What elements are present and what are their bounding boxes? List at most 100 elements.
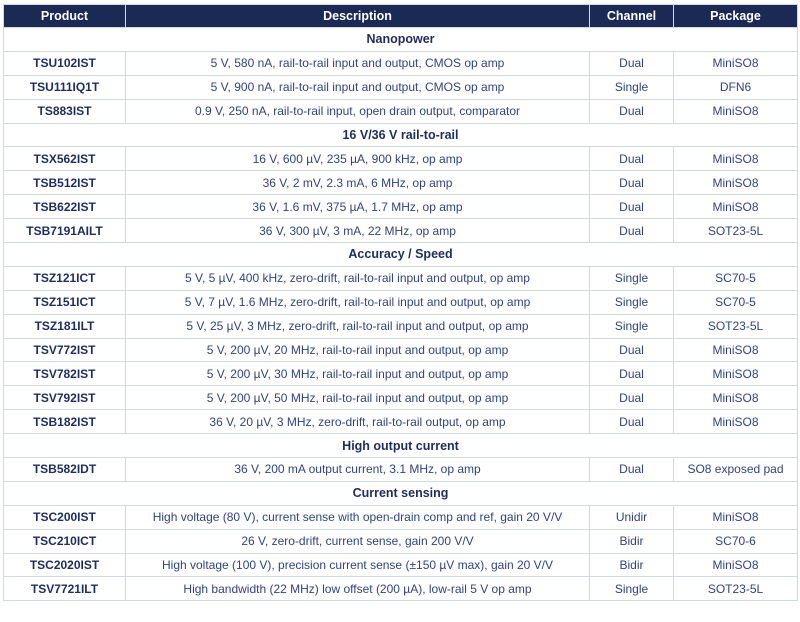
channel-cell: Dual bbox=[589, 361, 674, 387]
section-row: Current sensing bbox=[3, 480, 798, 506]
product-cell: TSC210ICT bbox=[3, 528, 126, 554]
channel-cell: Dual bbox=[589, 457, 674, 482]
table-row: TSB7191AILT 36 V, 300 µV, 3 mA, 22 MHz, o… bbox=[3, 218, 798, 244]
package-cell: SC70-6 bbox=[673, 528, 798, 554]
product-cell: TSZ151ICT bbox=[3, 289, 126, 315]
package-cell: MiniSO8 bbox=[673, 194, 798, 220]
description-cell: 36 V, 1.6 mV, 375 µA, 1.7 MHz, op amp bbox=[125, 194, 590, 220]
table-row: TSV782IST 5 V, 200 µV, 30 MHz, rail-to-ra… bbox=[3, 361, 798, 387]
table-row: TSC200IST High voltage (80 V), current se… bbox=[3, 504, 798, 530]
package-cell: MiniSO8 bbox=[673, 552, 798, 578]
channel-cell: Dual bbox=[589, 194, 674, 220]
description-cell: 26 V, zero-drift, current sense, gain 20… bbox=[125, 528, 590, 554]
description-cell: High bandwidth (22 MHz) low offset (200 … bbox=[125, 576, 590, 602]
product-cell: TSZ121ICT bbox=[3, 265, 126, 291]
channel-cell: Dual bbox=[589, 218, 674, 244]
package-cell: MiniSO8 bbox=[673, 337, 798, 363]
product-cell: TSU102IST bbox=[3, 50, 126, 76]
table-row: TSX562IST 16 V, 600 µV, 235 µA, 900 kHz, … bbox=[3, 146, 798, 172]
section-row: 16 V/36 V rail-to-rail bbox=[3, 122, 798, 148]
description-cell: 36 V, 300 µV, 3 mA, 22 MHz, op amp bbox=[125, 218, 590, 244]
channel-cell: Dual bbox=[589, 385, 674, 411]
table-row: TSU102IST 5 V, 580 nA, rail-to-rail input… bbox=[3, 50, 798, 76]
channel-cell: Dual bbox=[589, 50, 674, 76]
product-selection-table: Product Description Channel Package Nano… bbox=[3, 4, 798, 602]
channel-cell: Single bbox=[589, 576, 674, 602]
product-cell: TSC200IST bbox=[3, 504, 126, 530]
description-cell: 5 V, 5 µV, 400 kHz, zero-drift, rail-to-… bbox=[125, 265, 590, 291]
table-row: TSB512IST 36 V, 2 mV, 2.3 mA, 6 MHz, op a… bbox=[3, 170, 798, 196]
column-header-package: Package bbox=[673, 4, 798, 28]
section-title: Current sensing bbox=[3, 480, 798, 506]
product-cell: TSV792IST bbox=[3, 385, 126, 411]
column-header-product: Product bbox=[3, 4, 126, 28]
section-title: High output current bbox=[3, 433, 798, 459]
description-cell: 5 V, 25 µV, 3 MHz, zero-drift, rail-to-r… bbox=[125, 313, 590, 339]
description-cell: 5 V, 200 µV, 50 MHz, rail-to-rail input … bbox=[125, 385, 590, 411]
product-cell: TS883IST bbox=[3, 98, 126, 124]
package-cell: MiniSO8 bbox=[673, 409, 798, 435]
package-cell: MiniSO8 bbox=[673, 98, 798, 124]
table-row: TSC2020IST High voltage (100 V), precisio… bbox=[3, 552, 798, 578]
channel-cell: Unidir bbox=[589, 504, 674, 530]
description-cell: High voltage (100 V), precision current … bbox=[125, 552, 590, 578]
package-cell: SOT23-5L bbox=[673, 576, 798, 602]
section-title: Nanopower bbox=[3, 27, 798, 52]
package-cell: MiniSO8 bbox=[673, 385, 798, 411]
table-row: TSB622IST 36 V, 1.6 mV, 375 µA, 1.7 MHz, … bbox=[3, 194, 798, 220]
table-row: TSZ151ICT 5 V, 7 µV, 1.6 MHz, zero-drift,… bbox=[3, 289, 798, 315]
product-cell: TSB7191AILT bbox=[3, 218, 126, 244]
package-cell: MiniSO8 bbox=[673, 50, 798, 76]
product-cell: TSX562IST bbox=[3, 146, 126, 172]
channel-cell: Single bbox=[589, 289, 674, 315]
product-cell: TSB182IST bbox=[3, 409, 126, 435]
section-row: High output current bbox=[3, 433, 798, 459]
product-cell: TSZ181ILT bbox=[3, 313, 126, 339]
table-row: TSV772IST 5 V, 200 µV, 20 MHz, rail-to-ra… bbox=[3, 337, 798, 363]
description-cell: 36 V, 200 mA output current, 3.1 MHz, op… bbox=[125, 457, 590, 482]
product-cell: TSB622IST bbox=[3, 194, 126, 220]
description-cell: 16 V, 600 µV, 235 µA, 900 kHz, op amp bbox=[125, 146, 590, 172]
description-cell: 36 V, 2 mV, 2.3 mA, 6 MHz, op amp bbox=[125, 170, 590, 196]
channel-cell: Dual bbox=[589, 337, 674, 363]
product-cell: TSV772IST bbox=[3, 337, 126, 363]
package-cell: MiniSO8 bbox=[673, 146, 798, 172]
product-cell: TSV782IST bbox=[3, 361, 126, 387]
product-cell: TSU111IQ1T bbox=[3, 74, 126, 100]
package-cell: SC70-5 bbox=[673, 265, 798, 291]
table-body: Nanopower TSU102IST 5 V, 580 nA, rail-to-r… bbox=[3, 27, 798, 602]
section-title: 16 V/36 V rail-to-rail bbox=[3, 122, 798, 148]
description-cell: 5 V, 200 µV, 30 MHz, rail-to-rail input … bbox=[125, 361, 590, 387]
product-cell: TSV7721ILT bbox=[3, 576, 126, 602]
table-row: TSB182IST 36 V, 20 µV, 3 MHz, zero-drift,… bbox=[3, 409, 798, 435]
channel-cell: Bidir bbox=[589, 528, 674, 554]
channel-cell: Single bbox=[589, 265, 674, 291]
description-cell: 5 V, 200 µV, 20 MHz, rail-to-rail input … bbox=[125, 337, 590, 363]
product-cell: TSC2020IST bbox=[3, 552, 126, 578]
table-row: TSZ181ILT 5 V, 25 µV, 3 MHz, zero-drift, … bbox=[3, 313, 798, 339]
table-header: Product Description Channel Package bbox=[3, 4, 798, 28]
table-row: TSC210ICT 26 V, zero-drift, current sense… bbox=[3, 528, 798, 554]
channel-cell: Single bbox=[589, 74, 674, 100]
section-title: Accuracy / Speed bbox=[3, 242, 798, 267]
header-row: Product Description Channel Package bbox=[3, 4, 798, 28]
description-cell: High voltage (80 V), current sense with … bbox=[125, 504, 590, 530]
product-cell: TSB512IST bbox=[3, 170, 126, 196]
section-row: Nanopower bbox=[3, 27, 798, 52]
table-row: TSV792IST 5 V, 200 µV, 50 MHz, rail-to-ra… bbox=[3, 385, 798, 411]
package-cell: DFN6 bbox=[673, 74, 798, 100]
column-header-description: Description bbox=[125, 4, 590, 28]
channel-cell: Single bbox=[589, 313, 674, 339]
table-row: TS883IST 0.9 V, 250 nA, rail-to-rail inpu… bbox=[3, 98, 798, 124]
package-cell: SOT23-5L bbox=[673, 218, 798, 244]
section-row: Accuracy / Speed bbox=[3, 242, 798, 267]
table-row: TSZ121ICT 5 V, 5 µV, 400 kHz, zero-drift,… bbox=[3, 265, 798, 291]
column-header-channel: Channel bbox=[589, 4, 674, 28]
description-cell: 5 V, 900 nA, rail-to-rail input and outp… bbox=[125, 74, 590, 100]
channel-cell: Bidir bbox=[589, 552, 674, 578]
table-row: TSB582IDT 36 V, 200 mA output current, 3.… bbox=[3, 457, 798, 482]
description-cell: 0.9 V, 250 nA, rail-to-rail input, open … bbox=[125, 98, 590, 124]
package-cell: SC70-5 bbox=[673, 289, 798, 315]
package-cell: SOT23-5L bbox=[673, 313, 798, 339]
